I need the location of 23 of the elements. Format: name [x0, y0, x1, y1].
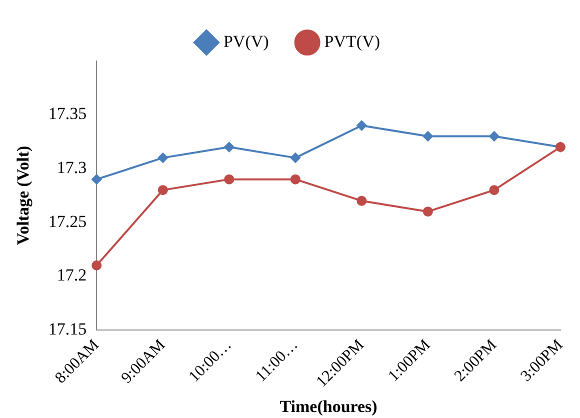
legend-label: PVT(V) [324, 32, 380, 51]
point [489, 131, 500, 142]
legend-label: PV(V) [223, 32, 269, 51]
y-axis-title: Voltage (Volt) [14, 146, 33, 246]
y-tick-label: 17.3 [56, 158, 87, 178]
y-tick-label: 17.2 [56, 266, 87, 285]
point [224, 142, 234, 152]
point [356, 196, 367, 206]
point [489, 185, 500, 196]
point [224, 174, 234, 184]
point [158, 185, 168, 196]
point [356, 120, 367, 131]
point [290, 152, 300, 163]
point [158, 152, 168, 163]
y-tick-label: 17.35 [48, 104, 87, 124]
point [290, 174, 300, 184]
y-tick-label: 17.25 [48, 212, 87, 231]
point [92, 260, 102, 270]
point [92, 174, 102, 184]
point [422, 131, 433, 142]
x-axis-title: Time(houres) [280, 397, 378, 416]
point [422, 206, 433, 217]
y-tick-label: 17.15 [48, 319, 87, 338]
